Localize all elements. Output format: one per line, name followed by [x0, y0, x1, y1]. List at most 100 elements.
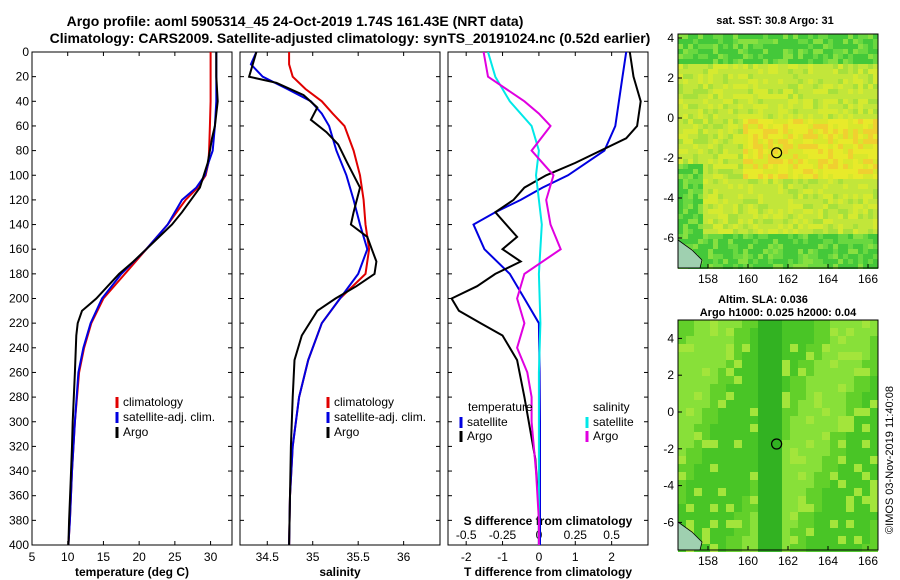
map-cell [738, 104, 743, 109]
map-cell [854, 440, 862, 448]
map-cell [818, 54, 823, 59]
map-cell [828, 84, 833, 89]
x-axis-label: T difference from climatology [464, 565, 632, 579]
map-cell [703, 189, 708, 194]
map-cell [723, 234, 728, 239]
map-cell [763, 224, 768, 229]
map-cell [813, 264, 818, 269]
map-cell [743, 194, 748, 199]
map-cell [862, 376, 870, 384]
map-cell [798, 49, 803, 54]
map-cell [774, 368, 782, 376]
map-cell [758, 480, 766, 488]
map-cell [873, 179, 878, 184]
map-cell [828, 159, 833, 164]
map-cell [803, 159, 808, 164]
map-cell [768, 169, 773, 174]
map-cell [868, 174, 873, 179]
map-cell [748, 169, 753, 174]
map-cell [778, 59, 783, 64]
map-cell [693, 134, 698, 139]
series-line-argo [67, 52, 219, 545]
map-cell [750, 352, 758, 360]
map-cell [793, 114, 798, 119]
map-cell [683, 99, 688, 104]
map-cell [858, 149, 863, 154]
map-cell [758, 164, 763, 169]
map-cell [858, 144, 863, 149]
map-cell [683, 239, 688, 244]
map-cell [748, 194, 753, 199]
map-cell [788, 209, 793, 214]
map-cell [750, 408, 758, 416]
map-cell [758, 472, 766, 480]
map-cell [738, 254, 743, 259]
map-cell [753, 39, 758, 44]
map-cell [710, 536, 718, 544]
map-cell [774, 424, 782, 432]
map-cell [734, 384, 742, 392]
map-cell [763, 84, 768, 89]
map-cell [698, 54, 703, 59]
map-cell [778, 229, 783, 234]
map-cell [694, 424, 702, 432]
map-cell [768, 109, 773, 114]
map-cell [750, 440, 758, 448]
map-cell [806, 368, 814, 376]
map-cell [718, 104, 723, 109]
map-cell [806, 344, 814, 352]
map-cell [818, 199, 823, 204]
map-cell [828, 264, 833, 269]
map-cell [733, 184, 738, 189]
map-cell [803, 54, 808, 59]
map-cell [774, 400, 782, 408]
map-cell [678, 159, 683, 164]
map-cell [873, 249, 878, 254]
map-cell [838, 164, 843, 169]
map-cell [870, 496, 878, 504]
map-cell [838, 259, 843, 264]
map-cell [774, 440, 782, 448]
map-cell [818, 44, 823, 49]
map-cell [693, 39, 698, 44]
map-cell [708, 204, 713, 209]
map-cell [738, 229, 743, 234]
map-cell [738, 49, 743, 54]
map-cell [833, 124, 838, 129]
map-cell [833, 104, 838, 109]
map-cell [763, 134, 768, 139]
map-cell [808, 259, 813, 264]
map-cell [808, 179, 813, 184]
map-cell [828, 54, 833, 59]
map-cell [758, 344, 766, 352]
map-cell [782, 408, 790, 416]
map-cell [873, 149, 878, 154]
map-cell [793, 89, 798, 94]
map-cell [678, 376, 686, 384]
map-cell [793, 179, 798, 184]
map-cell [683, 79, 688, 84]
map-cell [708, 264, 713, 269]
map-cell [743, 214, 748, 219]
map-cell [853, 234, 858, 239]
map-cell [693, 154, 698, 159]
map-cell [830, 480, 838, 488]
map-cell [698, 129, 703, 134]
map-cell [693, 244, 698, 249]
map-cell [728, 49, 733, 54]
map-cell [728, 139, 733, 144]
map-cell [763, 64, 768, 69]
map-cell [778, 104, 783, 109]
map-cell [818, 109, 823, 114]
map-cell [783, 79, 788, 84]
map-cell [766, 384, 774, 392]
map-cell [678, 154, 683, 159]
map-cell [863, 264, 868, 269]
map-cell [742, 440, 750, 448]
map-cell [823, 184, 828, 189]
map-cell [703, 259, 708, 264]
map-cell [848, 89, 853, 94]
map-cell [710, 464, 718, 472]
map-cell [688, 84, 693, 89]
map-cell [838, 376, 846, 384]
